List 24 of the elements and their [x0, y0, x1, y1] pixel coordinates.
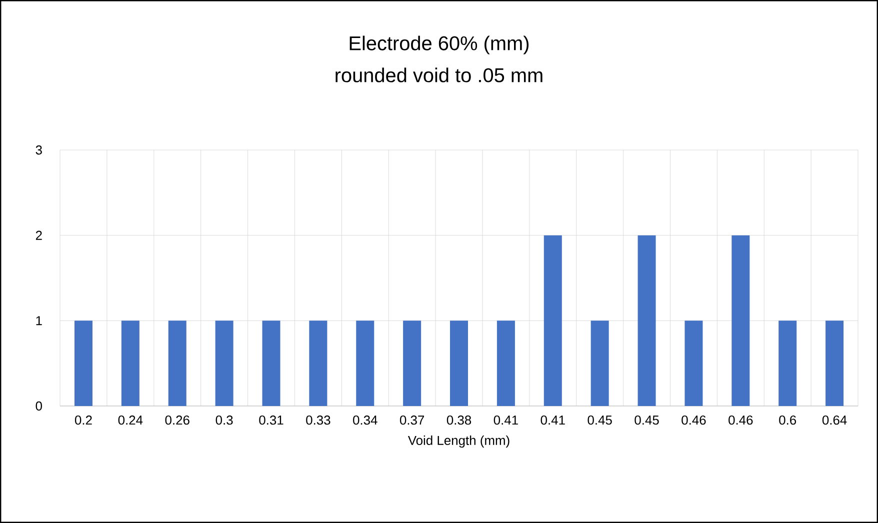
- chart-subtitle: rounded void to .05 mm: [336, 68, 542, 82]
- x-tick-label: 0.64: [822, 416, 847, 425]
- y-tick-label: 3: [36, 145, 42, 155]
- x-tick-label: 0.26: [165, 416, 190, 425]
- x-tick-label: 0.41: [540, 416, 565, 425]
- x-tick-label: 0.24: [118, 416, 143, 425]
- x-tick-label: 0.2: [74, 416, 92, 425]
- x-tick-label: 0.45: [634, 416, 659, 425]
- x-axis-title: Void Length (mm): [408, 436, 510, 448]
- x-tick-label: 0.45: [588, 416, 612, 425]
- x-tick-label: 0.3: [216, 416, 233, 425]
- x-tick-label: 0.38: [446, 416, 472, 425]
- y-tick-label: 0: [36, 401, 42, 411]
- chart-title: Electrode 60% (mm): [350, 36, 529, 54]
- x-tick-label: 0.34: [353, 416, 378, 425]
- x-tick-label: 0.31: [259, 416, 284, 425]
- x-tick-label: 0.33: [306, 416, 330, 425]
- x-tick-label: 0.37: [400, 416, 424, 425]
- x-tick-label: 0.41: [494, 416, 518, 425]
- y-tick-label: 2: [36, 230, 42, 240]
- x-tick-label: 0.6: [779, 416, 796, 425]
- x-tick-label: 0.46: [728, 416, 753, 425]
- x-tick-label: 0.46: [682, 416, 706, 425]
- y-tick-label: 1: [36, 316, 42, 326]
